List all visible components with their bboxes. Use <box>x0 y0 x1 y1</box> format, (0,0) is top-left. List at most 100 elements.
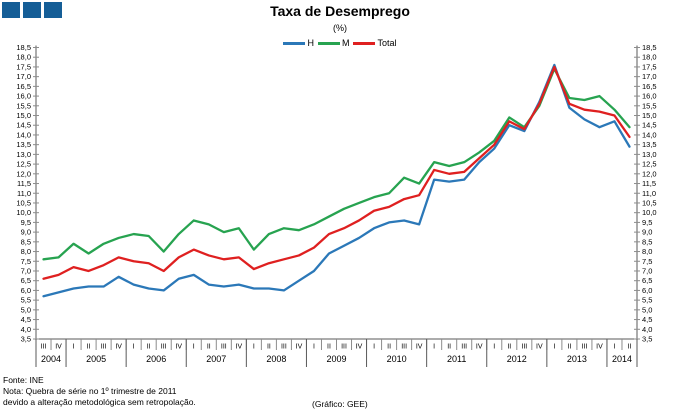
svg-text:II: II <box>327 344 331 351</box>
line-swatch-icon <box>317 41 340 45</box>
svg-text:11,0: 11,0 <box>17 189 31 198</box>
svg-text:2004: 2004 <box>41 354 61 364</box>
svg-text:I: I <box>193 344 195 351</box>
svg-text:12,5: 12,5 <box>642 160 657 169</box>
svg-text:I: I <box>253 344 255 351</box>
svg-text:10,5: 10,5 <box>16 198 31 207</box>
svg-text:17,5: 17,5 <box>642 62 657 71</box>
svg-text:13,5: 13,5 <box>642 140 657 149</box>
svg-text:3,5: 3,5 <box>642 335 652 344</box>
svg-text:2005: 2005 <box>86 354 106 364</box>
svg-text:2006: 2006 <box>146 354 166 364</box>
svg-text:IV: IV <box>296 344 303 351</box>
svg-text:2008: 2008 <box>266 354 286 364</box>
svg-text:7,5: 7,5 <box>21 257 31 266</box>
svg-text:IV: IV <box>55 344 62 351</box>
svg-text:II: II <box>207 344 211 351</box>
logo-square-icon <box>23 2 41 18</box>
svg-text:3,5: 3,5 <box>21 335 31 344</box>
svg-text:I: I <box>433 344 435 351</box>
svg-text:2010: 2010 <box>387 354 407 364</box>
svg-text:IV: IV <box>536 344 543 351</box>
chart-legend: H M Total <box>0 38 680 48</box>
svg-text:III: III <box>161 344 167 351</box>
svg-text:8,5: 8,5 <box>21 237 31 246</box>
svg-text:III: III <box>41 344 47 351</box>
svg-text:III: III <box>581 344 587 351</box>
legend-item-m: M <box>317 38 349 48</box>
svg-text:II: II <box>87 344 91 351</box>
svg-text:11,5: 11,5 <box>17 179 31 188</box>
svg-text:I: I <box>73 344 75 351</box>
svg-text:2009: 2009 <box>326 354 346 364</box>
svg-text:I: I <box>553 344 555 351</box>
line-swatch-icon <box>353 41 376 45</box>
source-note: Fonte: INE <box>3 375 44 385</box>
svg-text:III: III <box>281 344 287 351</box>
svg-text:IV: IV <box>356 344 363 351</box>
svg-text:9,0: 9,0 <box>642 228 652 237</box>
svg-text:14,0: 14,0 <box>16 130 31 139</box>
legend-item-h: H <box>283 38 314 48</box>
svg-text:18,0: 18,0 <box>16 53 31 62</box>
svg-text:18,5: 18,5 <box>642 43 657 52</box>
svg-text:II: II <box>267 344 271 351</box>
svg-text:III: III <box>341 344 347 351</box>
svg-text:9,5: 9,5 <box>21 218 31 227</box>
svg-text:13,0: 13,0 <box>16 150 31 159</box>
line-swatch-icon <box>283 41 306 45</box>
svg-text:7,0: 7,0 <box>642 266 652 275</box>
svg-text:III: III <box>221 344 227 351</box>
svg-text:2013: 2013 <box>567 354 587 364</box>
logo-square-icon <box>2 2 20 18</box>
svg-text:14,5: 14,5 <box>16 121 31 130</box>
svg-text:I: I <box>373 344 375 351</box>
svg-text:4,0: 4,0 <box>642 325 652 334</box>
legend-label: H <box>307 38 314 48</box>
svg-text:III: III <box>101 344 107 351</box>
logo <box>2 2 62 18</box>
legend-label: Total <box>377 38 397 48</box>
svg-text:6,0: 6,0 <box>21 286 31 295</box>
svg-text:2007: 2007 <box>206 354 226 364</box>
svg-text:8,0: 8,0 <box>642 247 652 256</box>
svg-text:5,0: 5,0 <box>642 305 652 314</box>
svg-text:II: II <box>387 344 391 351</box>
svg-text:15,5: 15,5 <box>642 101 657 110</box>
svg-text:16,5: 16,5 <box>16 82 31 91</box>
methodology-note-line2: devido a alteração metodológica sem retr… <box>3 397 196 407</box>
svg-text:III: III <box>521 344 527 351</box>
svg-text:9,5: 9,5 <box>642 218 652 227</box>
svg-text:17,0: 17,0 <box>16 72 31 81</box>
svg-text:10,0: 10,0 <box>16 208 31 217</box>
svg-text:2014: 2014 <box>612 354 632 364</box>
svg-text:5,0: 5,0 <box>21 305 31 314</box>
svg-text:16,5: 16,5 <box>642 82 657 91</box>
svg-text:III: III <box>401 344 407 351</box>
chart-unit-label: (%) <box>333 23 347 33</box>
svg-text:9,0: 9,0 <box>21 228 31 237</box>
svg-text:6,5: 6,5 <box>21 276 31 285</box>
svg-text:13,0: 13,0 <box>642 150 657 159</box>
svg-text:I: I <box>613 344 615 351</box>
svg-text:I: I <box>133 344 135 351</box>
svg-text:IV: IV <box>596 344 603 351</box>
chart-title: Taxa de Desemprego <box>270 3 410 19</box>
methodology-note-line1: Nota: Quebra de série no 1º trimestre de… <box>3 386 177 396</box>
svg-text:17,5: 17,5 <box>16 62 31 71</box>
svg-text:7,0: 7,0 <box>21 266 31 275</box>
svg-text:16,0: 16,0 <box>16 92 31 101</box>
svg-text:16,0: 16,0 <box>642 92 657 101</box>
svg-text:14,0: 14,0 <box>642 130 657 139</box>
svg-text:IV: IV <box>175 344 182 351</box>
svg-text:IV: IV <box>476 344 483 351</box>
svg-text:5,5: 5,5 <box>642 296 652 305</box>
svg-text:II: II <box>628 344 632 351</box>
svg-text:15,5: 15,5 <box>16 101 31 110</box>
svg-text:10,0: 10,0 <box>642 208 657 217</box>
svg-text:2011: 2011 <box>447 354 466 364</box>
svg-text:4,5: 4,5 <box>21 315 31 324</box>
legend-item-total: Total <box>353 38 397 48</box>
